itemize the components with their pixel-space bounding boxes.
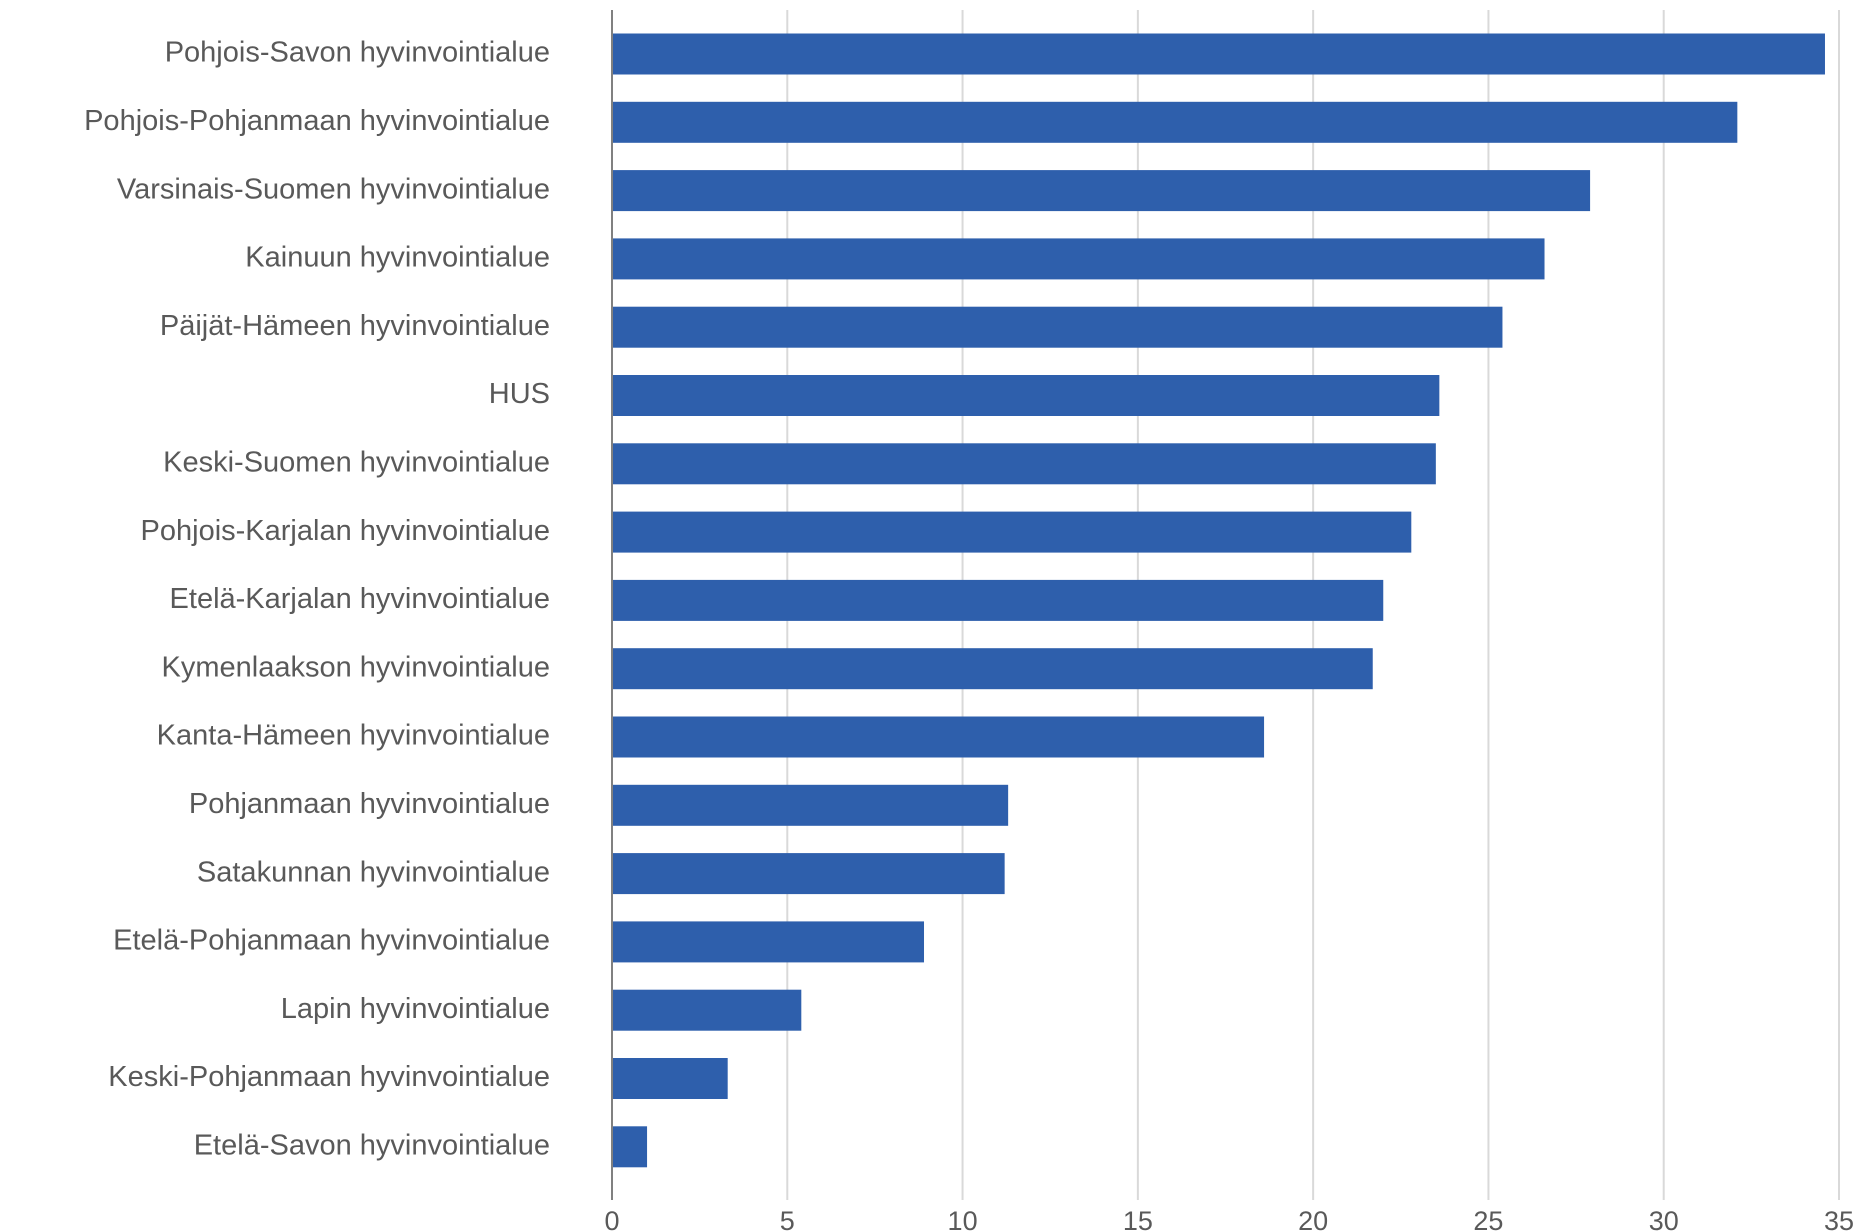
bar — [612, 170, 1591, 212]
bar — [612, 853, 1005, 895]
x-tick-label: 10 — [948, 1206, 978, 1232]
bar — [612, 238, 1545, 280]
category-label: Pohjois-Pohjanmaan hyvinvointialue — [84, 105, 550, 137]
category-labels: Pohjois-Savon hyvinvointialue Pohjois-Poh… — [84, 37, 550, 1162]
x-tick-label: 15 — [1123, 1206, 1153, 1232]
bar — [612, 716, 1265, 758]
x-tick-label: 5 — [780, 1206, 795, 1232]
category-label: Pohjois-Karjalan hyvinvointialue — [141, 515, 550, 547]
category-label: Päijät-Hämeen hyvinvointialue — [160, 310, 550, 342]
x-tick-label: 25 — [1473, 1206, 1503, 1232]
bar — [612, 33, 1825, 75]
bar — [612, 511, 1412, 553]
x-tick-label: 0 — [604, 1206, 619, 1232]
bar — [612, 1126, 648, 1168]
bar — [612, 306, 1503, 348]
category-label: Kanta-Hämeen hyvinvointialue — [157, 720, 550, 752]
bar — [612, 443, 1436, 485]
category-label: Kainuun hyvinvointialue — [245, 242, 550, 274]
bar — [612, 989, 802, 1031]
bar — [612, 784, 1009, 826]
bar — [612, 921, 925, 963]
category-label: Satakunnan hyvinvointialue — [197, 856, 550, 888]
bar — [612, 648, 1373, 690]
category-label: Etelä-Karjalan hyvinvointialue — [170, 583, 550, 615]
category-label: Etelä-Pohjanmaan hyvinvointialue — [113, 925, 550, 957]
category-label: Pohjanmaan hyvinvointialue — [189, 788, 550, 820]
x-tick-label: 35 — [1824, 1206, 1854, 1232]
bar — [612, 1058, 728, 1099]
category-label: Keski-Pohjanmaan hyvinvointialue — [108, 1061, 550, 1093]
x-tick-label: 30 — [1649, 1206, 1679, 1232]
bar — [612, 101, 1738, 143]
category-label: Lapin hyvinvointialue — [281, 993, 550, 1025]
bar — [612, 375, 1440, 416]
category-label: HUS — [489, 378, 550, 410]
x-tick-labels: 0 5 10 15 20 25 30 35 — [604, 1206, 1854, 1232]
category-label: Pohjois-Savon hyvinvointialue — [165, 37, 550, 69]
category-label: Kymenlaakson hyvinvointialue — [162, 651, 551, 683]
category-label: Etelä-Savon hyvinvointialue — [194, 1129, 550, 1161]
bars — [612, 33, 1825, 1168]
category-label: Keski-Suomen hyvinvointialue — [163, 446, 550, 478]
x-tick-label: 20 — [1298, 1206, 1328, 1232]
category-label: Varsinais-Suomen hyvinvointialue — [117, 173, 550, 205]
bar — [612, 579, 1384, 621]
